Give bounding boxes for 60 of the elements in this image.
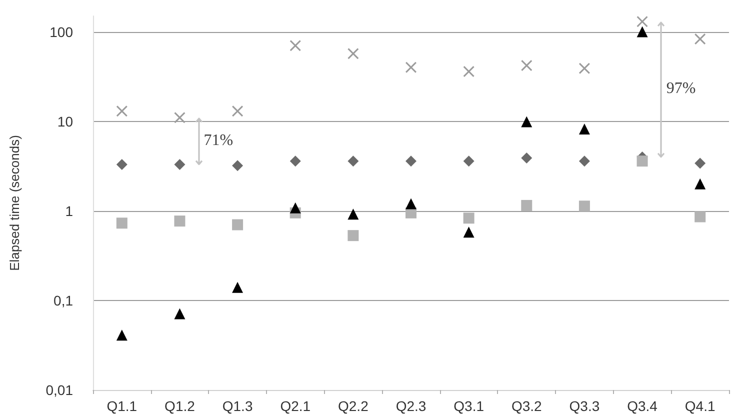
annotation: 71% bbox=[204, 132, 234, 150]
point bbox=[578, 156, 590, 167]
point bbox=[521, 116, 532, 128]
point bbox=[116, 158, 128, 170]
point bbox=[521, 60, 532, 72]
y-tick-label: 100 bbox=[50, 24, 74, 40]
x-tick-label: Q3.2 bbox=[511, 398, 542, 414]
point bbox=[694, 211, 706, 222]
point bbox=[578, 62, 590, 74]
point bbox=[116, 106, 128, 117]
point bbox=[232, 282, 244, 293]
point bbox=[463, 226, 474, 238]
y-tick-label: 0,1 bbox=[54, 292, 74, 308]
point bbox=[636, 26, 648, 38]
point bbox=[232, 160, 244, 172]
point bbox=[406, 156, 416, 167]
point bbox=[174, 158, 186, 170]
x-tick-label: Q2.3 bbox=[396, 398, 426, 414]
point bbox=[290, 202, 301, 214]
point bbox=[116, 218, 128, 229]
point bbox=[406, 62, 416, 73]
point bbox=[463, 66, 474, 78]
x-tick-label: Q1.2 bbox=[164, 398, 196, 414]
point bbox=[348, 156, 359, 167]
x-tick-label: Q2.2 bbox=[338, 398, 369, 414]
point bbox=[636, 16, 648, 28]
x-tick-label: Q3.3 bbox=[569, 398, 600, 414]
point bbox=[348, 48, 359, 60]
x-tick-label: Q1.3 bbox=[222, 398, 253, 414]
point bbox=[174, 216, 186, 227]
point bbox=[694, 178, 706, 190]
x-tick-label: Q4.1 bbox=[684, 398, 716, 414]
point bbox=[348, 230, 359, 242]
point bbox=[348, 208, 359, 220]
y-tick-label: 0,01 bbox=[46, 382, 74, 398]
point bbox=[406, 198, 416, 210]
x-tick-label: Q1.1 bbox=[106, 398, 138, 414]
point bbox=[521, 200, 532, 211]
x-tick-label: Q3.4 bbox=[627, 398, 658, 414]
x-tick-label: Q2.1 bbox=[280, 398, 311, 414]
point bbox=[694, 158, 706, 169]
point bbox=[463, 212, 474, 224]
annotation: 97% bbox=[666, 80, 696, 98]
y-axis-title: Elapsed time (seconds) bbox=[7, 135, 22, 271]
y-tick-label: 1 bbox=[65, 202, 74, 219]
point bbox=[174, 112, 186, 124]
point bbox=[578, 200, 590, 212]
point bbox=[174, 308, 186, 320]
point bbox=[636, 156, 648, 167]
point bbox=[463, 156, 474, 167]
point bbox=[694, 34, 706, 45]
point bbox=[290, 40, 301, 52]
point bbox=[116, 330, 128, 341]
point bbox=[578, 124, 590, 135]
y-tick-label: 10 bbox=[57, 113, 74, 130]
point bbox=[232, 219, 244, 230]
point bbox=[521, 152, 532, 164]
point bbox=[290, 156, 301, 167]
point bbox=[232, 106, 244, 117]
x-tick-label: Q3.1 bbox=[454, 398, 484, 414]
